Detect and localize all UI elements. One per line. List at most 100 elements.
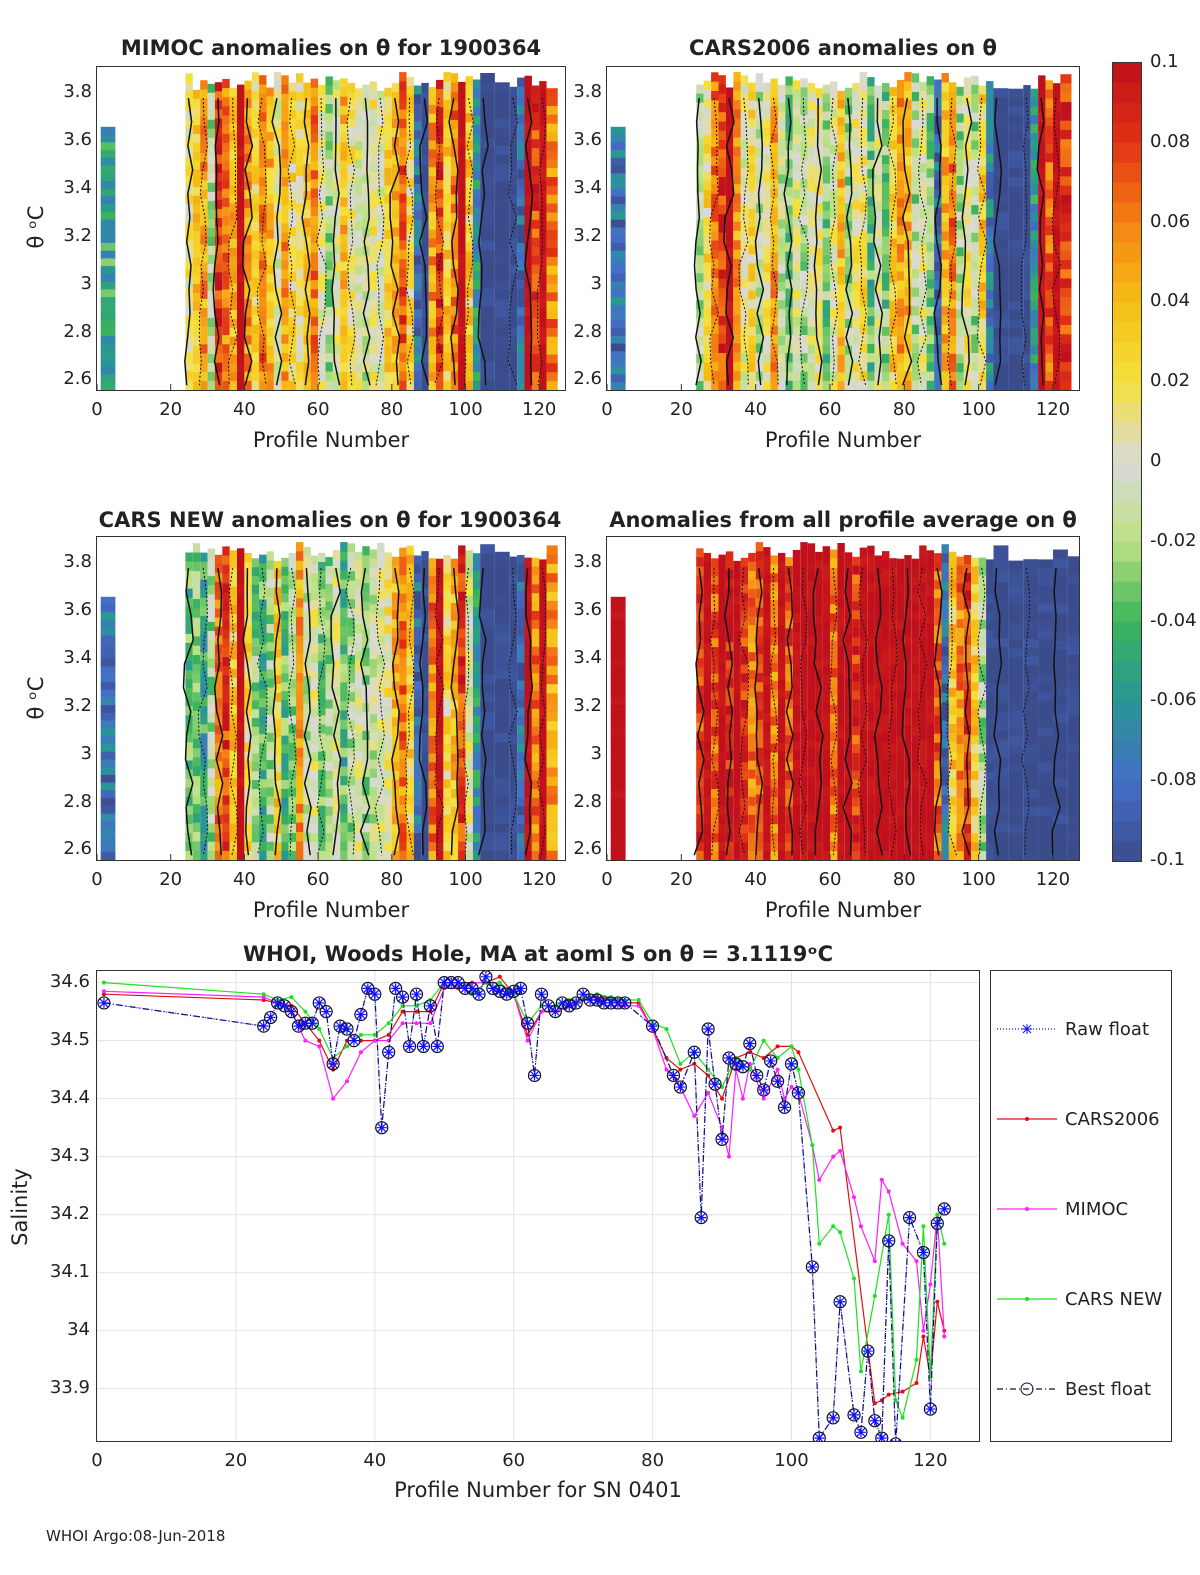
heatmap-cell (436, 629, 444, 640)
heatmap-cell (428, 647, 437, 657)
heatmap-cell (428, 292, 437, 302)
heatmap-cell (495, 380, 510, 390)
heatmap-cell (281, 75, 289, 86)
heatmap-cell (911, 334, 920, 344)
heatmap-cell (100, 743, 116, 753)
heatmap-cell (993, 248, 1009, 258)
heatmap-cell (214, 689, 223, 699)
heatmap-cell (703, 262, 711, 273)
heatmap-cell (531, 193, 540, 203)
heatmap-cell (273, 851, 282, 860)
heatmap-cell (517, 114, 525, 125)
heatmap-cell (100, 658, 116, 667)
heatmap-cell (369, 290, 378, 300)
heatmap-cell (517, 160, 525, 171)
heatmap-cell (318, 102, 326, 113)
heatmap-cell (450, 718, 459, 728)
heatmap-cell (465, 205, 473, 216)
heatmap-cell (844, 327, 853, 338)
heatmap-cell (807, 317, 816, 328)
heatmap-cell (1038, 121, 1046, 132)
heatmap-cell (852, 335, 860, 346)
heatmap-cell (792, 144, 801, 154)
heatmap-cell (822, 300, 830, 310)
heatmap-cell (436, 842, 444, 852)
heatmap-cell (815, 239, 823, 249)
heatmap-cell (229, 550, 238, 560)
heatmap-cell (413, 716, 422, 727)
heatmap-cell (281, 673, 289, 683)
heatmap-cell (450, 735, 459, 746)
heatmap-cell (450, 585, 459, 595)
heatmap-cell (1030, 141, 1039, 152)
heatmap-cell (733, 249, 741, 260)
heatmap-cell (281, 316, 289, 326)
heatmap-cell (889, 140, 897, 150)
heatmap-cell (384, 301, 392, 311)
heatmap-cell (696, 183, 704, 193)
heatmap-cell (748, 308, 756, 319)
heatmap-cell (480, 683, 495, 694)
heatmap-cell (399, 146, 407, 157)
heatmap-cell (222, 546, 230, 557)
heatmap-cell (733, 184, 741, 195)
heatmap-cell (807, 290, 816, 301)
heatmap-cell (229, 327, 238, 338)
heatmap-cell (340, 738, 348, 749)
heatmap-cell (347, 617, 355, 628)
heatmap-cell (325, 699, 333, 710)
heatmap-cell (259, 734, 267, 744)
heatmap-cell (347, 182, 355, 192)
heatmap-cell (421, 823, 429, 834)
heatmap-cell (733, 128, 741, 138)
heatmap-cell (443, 324, 451, 335)
heatmap-cell (807, 101, 816, 111)
heatmap-cell (332, 144, 341, 154)
heatmap-cell (318, 679, 326, 689)
contour-line (813, 98, 823, 386)
heatmap-cell (303, 127, 311, 138)
heatmap-cell (332, 723, 341, 733)
heatmap-cell (325, 557, 333, 567)
heatmap-cell (436, 289, 444, 300)
heatmap-cell (237, 704, 245, 714)
heatmap-cell (911, 73, 920, 84)
heatmap-cell (273, 352, 282, 363)
heatmap-cell (867, 251, 875, 262)
heatmap-cell (406, 601, 414, 611)
heatmap-cell (495, 362, 510, 373)
heatmap-cell (406, 628, 414, 639)
heatmap-cell (100, 751, 116, 760)
heatmap-cell (237, 823, 245, 834)
heatmap-cell (480, 91, 495, 102)
heatmap-cell (882, 308, 890, 319)
heatmap-cell (200, 778, 208, 789)
heatmap-cell (288, 724, 296, 735)
heatmap-cell (978, 94, 987, 105)
heatmap-cell (458, 281, 466, 291)
heatmap-cell (406, 334, 414, 345)
heatmap-cell (259, 707, 267, 717)
heatmap-cell (495, 127, 510, 138)
heatmap-cell (251, 602, 260, 613)
heatmap-cell (355, 760, 363, 770)
heatmap-cell (696, 282, 704, 292)
heatmap-cell (896, 225, 905, 236)
heatmap-cell (859, 212, 868, 223)
heatmap-cell (509, 806, 518, 816)
heatmap-cell (822, 111, 830, 122)
heatmap-cell (399, 575, 407, 585)
heatmap-cell (347, 128, 355, 138)
heatmap-cell (281, 815, 289, 826)
heatmap-cell (815, 221, 823, 231)
heatmap-cell (882, 254, 890, 265)
heatmap-cell (200, 624, 208, 635)
heatmap-cell (413, 112, 422, 122)
heatmap-cell (926, 233, 934, 243)
heatmap-cell (1045, 89, 1053, 100)
heatmap-cell (986, 99, 994, 109)
heatmap-cell (740, 223, 749, 234)
heatmap-cell (517, 797, 525, 807)
heatmap-cell (100, 774, 116, 784)
heatmap-cell (355, 203, 363, 214)
